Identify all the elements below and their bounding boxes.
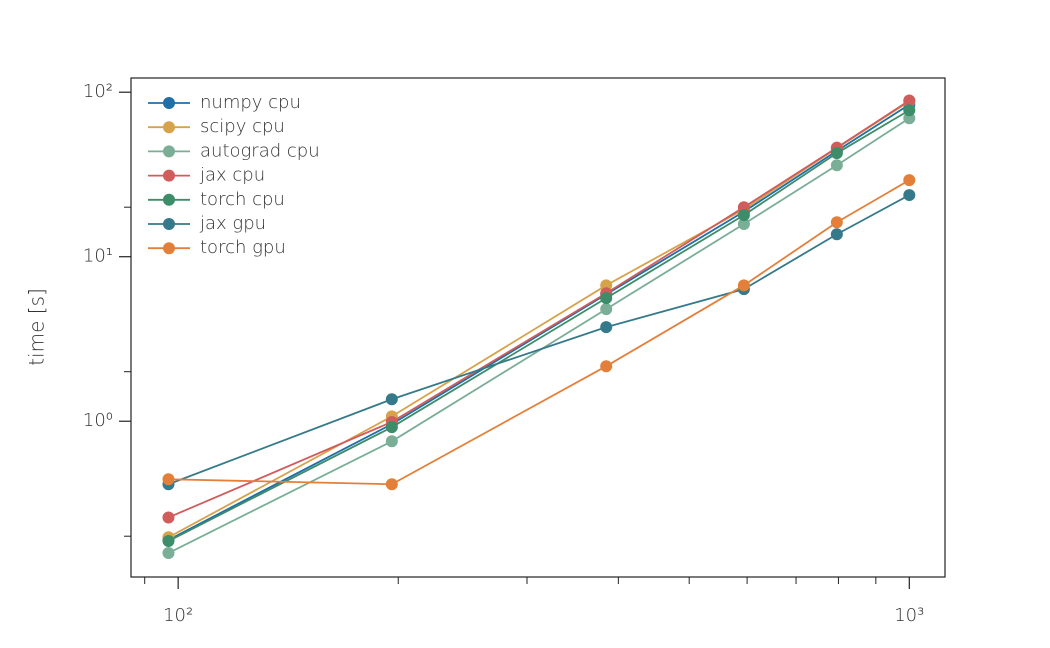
data-point <box>162 547 175 560</box>
x-tick-label: 10³ <box>894 605 924 626</box>
legend-marker <box>163 169 175 182</box>
legend-marker <box>163 145 175 158</box>
data-point <box>385 421 398 434</box>
y-tick-label: 10⁰ <box>83 410 113 431</box>
y-tick-label: 10¹ <box>83 246 113 267</box>
series-line <box>168 103 910 541</box>
legend-label: scipy cpu <box>200 116 285 137</box>
data-point <box>830 147 843 160</box>
data-point <box>385 478 398 491</box>
data-point <box>830 159 843 172</box>
plot-frame <box>130 77 946 578</box>
legend-marker <box>163 121 175 134</box>
data-point <box>903 94 916 107</box>
data-point <box>600 292 613 305</box>
legend-label: numpy cpu <box>200 92 301 113</box>
series-line <box>168 109 910 542</box>
data-point <box>600 360 613 373</box>
series-line <box>168 100 910 539</box>
y-tick-label: 10² <box>83 81 113 102</box>
data-point <box>162 473 175 486</box>
legend-label: torch cpu <box>200 189 285 210</box>
data-point <box>385 393 398 406</box>
y-axis-label: time [s] <box>25 288 49 366</box>
data-point <box>737 218 750 231</box>
legend-marker <box>163 242 175 255</box>
legend-label: autograd cpu <box>200 140 320 161</box>
data-point <box>903 104 916 117</box>
data-point <box>600 303 613 316</box>
data-point <box>830 216 843 229</box>
data-point <box>737 279 750 292</box>
series-line <box>168 179 910 486</box>
legend-label: jax cpu <box>199 165 265 186</box>
series-line <box>168 194 910 486</box>
legend-label: torch gpu <box>200 237 286 258</box>
data-point <box>737 209 750 222</box>
data-point <box>162 511 175 524</box>
data-point <box>600 321 613 334</box>
series-line <box>168 117 910 554</box>
series-line <box>168 99 910 519</box>
legend-label: jax gpu <box>199 213 266 234</box>
data-point <box>903 189 916 202</box>
legend-marker <box>163 193 175 206</box>
x-tick-label: 10² <box>163 605 193 626</box>
data-point <box>162 535 175 548</box>
legend-marker <box>163 218 175 230</box>
data-point <box>385 435 398 448</box>
legend-marker <box>163 97 175 109</box>
data-point <box>830 228 843 241</box>
data-point <box>903 174 916 187</box>
